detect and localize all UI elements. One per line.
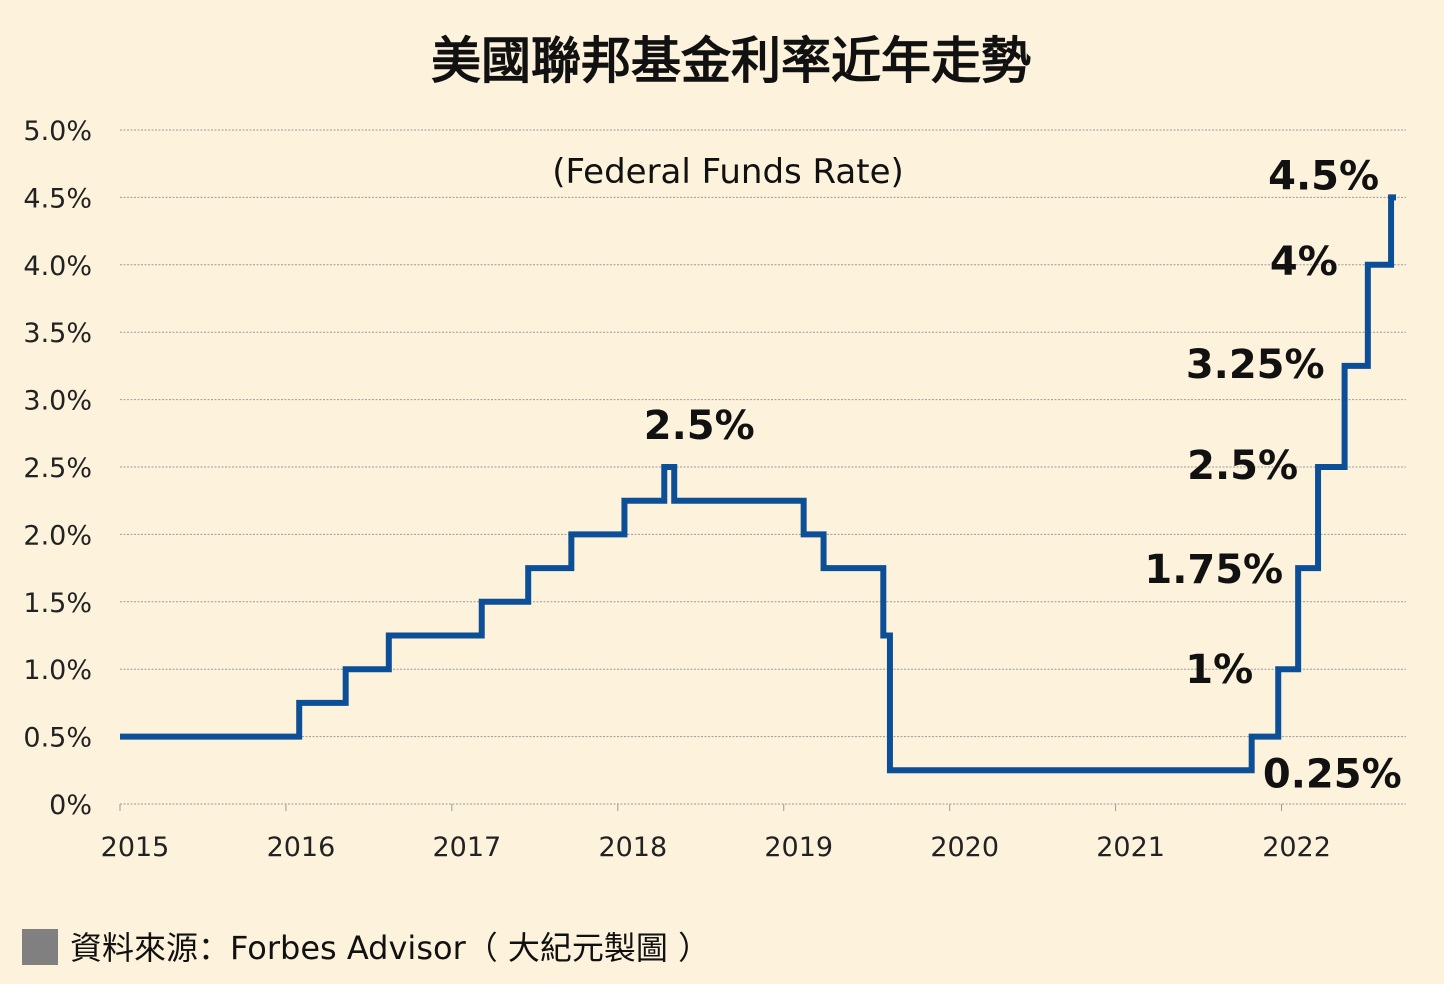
source-swatch <box>22 929 58 965</box>
y-tick-label: 4.0% <box>23 251 92 282</box>
y-tick-label: 4.5% <box>23 183 92 214</box>
annotation-label: 4% <box>1270 239 1338 285</box>
y-tick-label: 0.5% <box>23 723 92 754</box>
chart-title: 美國聯邦基金利率近年走勢 <box>431 32 1031 90</box>
y-tick-label: 1.5% <box>23 588 92 619</box>
y-axis-ticks: 0% 0.5% 1.0% 1.5% 2.0% 2.5% 3.0% 3.5% 4.0% 4.5% 5.… <box>23 116 92 821</box>
x-tick-label: 2022 <box>1262 832 1331 863</box>
chart-subtitle: (Federal Funds Rate) <box>552 152 904 192</box>
x-tick-label: 2017 <box>433 832 502 863</box>
y-tick-label: 0% <box>49 790 92 821</box>
y-tick-label: 3.0% <box>23 386 92 417</box>
annotation-layer: 2.5% 4.5% 4% 3.25% 2.5% 1.75% 1% 0.25% <box>644 153 1402 797</box>
series-layer <box>120 194 1397 774</box>
x-tick-label: 2015 <box>101 832 170 863</box>
x-axis-ticks: 2015 2016 2017 2018 2019 2020 2021 2022 <box>101 804 1331 863</box>
annotation-label: 3.25% <box>1186 342 1325 388</box>
y-tick-label: 1.0% <box>23 655 92 686</box>
x-tick-label: 2018 <box>598 832 667 863</box>
annotation-label: 2.5% <box>644 403 755 449</box>
x-tick-label: 2016 <box>267 832 336 863</box>
y-tick-label: 2.5% <box>23 453 92 484</box>
y-tick-label: 5.0% <box>23 116 92 147</box>
y-tick-label: 2.0% <box>23 520 92 551</box>
x-tick-label: 2019 <box>764 832 833 863</box>
annotation-label: 2.5% <box>1187 443 1298 489</box>
x-tick-label: 2021 <box>1096 832 1165 863</box>
y-tick-label: 3.5% <box>23 318 92 349</box>
annotation-label: 0.25% <box>1263 751 1402 797</box>
grid-layer <box>120 129 1406 805</box>
source-label: 資料來源：Forbes Advisor（ 大紀元製圖 ） <box>70 929 710 967</box>
annotation-label: 1% <box>1185 647 1253 693</box>
x-tick-label: 2020 <box>930 832 999 863</box>
series-line-federal-funds-rate <box>120 194 1397 774</box>
annotation-label: 1.75% <box>1144 547 1283 593</box>
annotation-label: 4.5% <box>1268 153 1379 199</box>
